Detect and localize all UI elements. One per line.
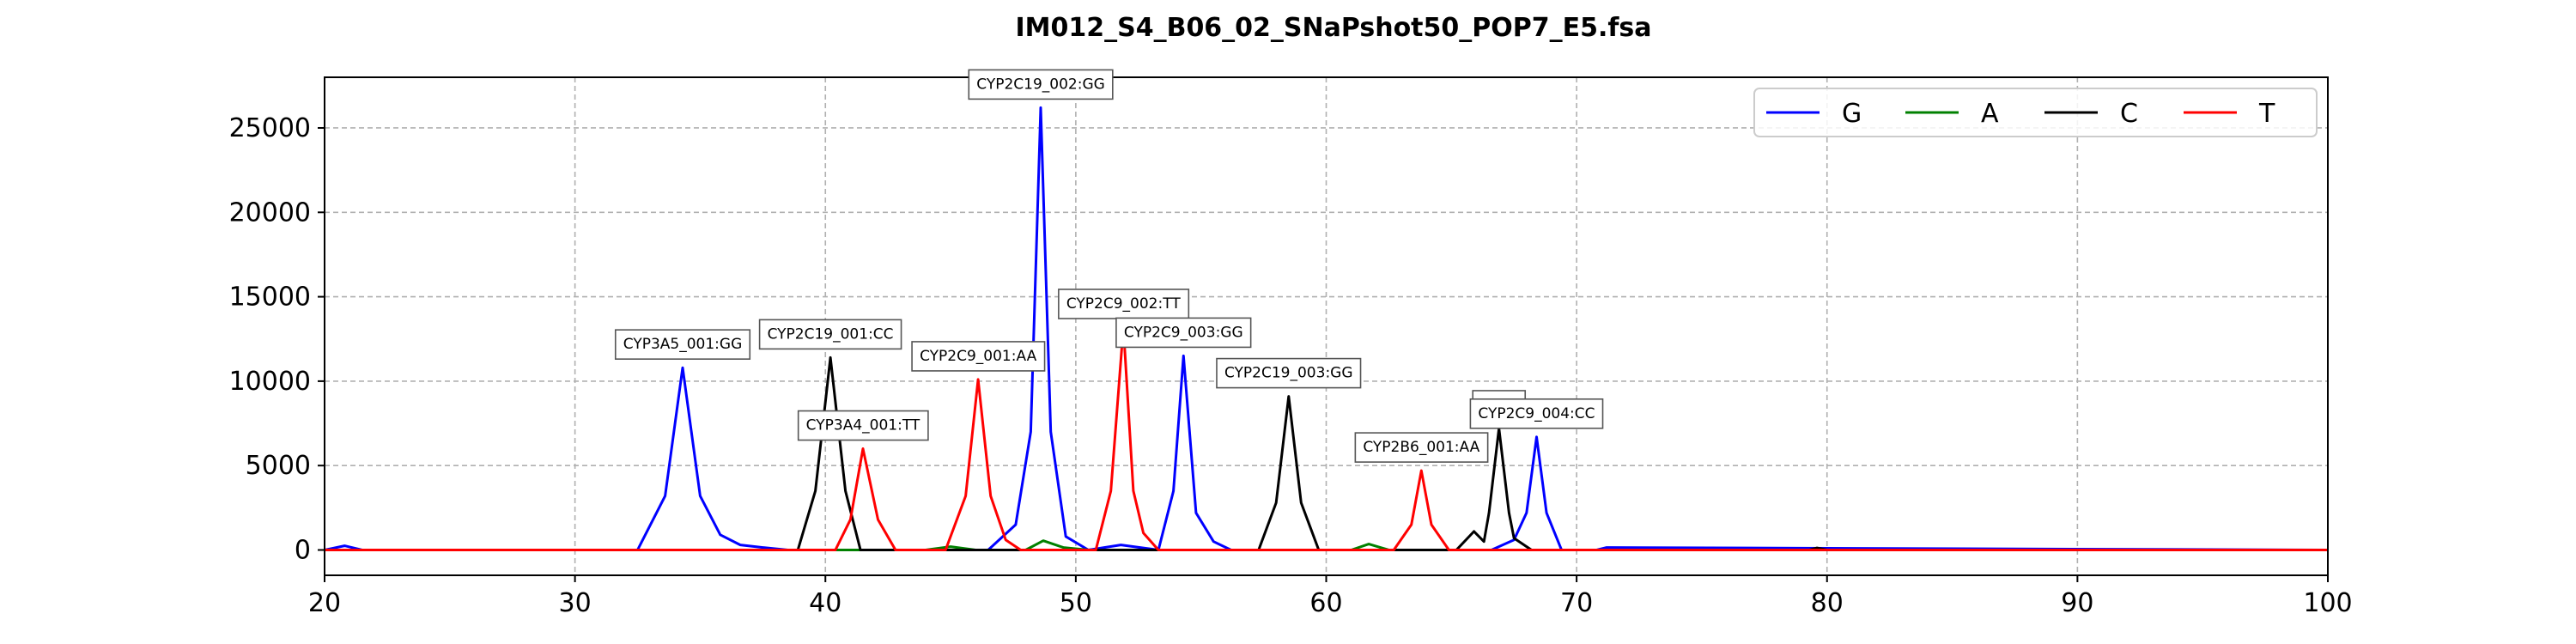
peak-label-text: CYP3A4_001:TT — [806, 417, 920, 434]
peak-label: CYP2C19_003:GG — [1216, 357, 1362, 389]
peak-label-box — [797, 410, 929, 441]
peak-label: CYP2C9_001:AA — [911, 341, 1046, 372]
y-tick-label: 10000 — [229, 367, 311, 397]
x-tick-label: 80 — [1811, 588, 1844, 618]
x-tick-label: 70 — [1560, 588, 1593, 618]
peak-label: CYP3A4_001:TT — [797, 410, 929, 441]
peak-label-box — [758, 319, 902, 350]
peak-label-text: CYP2C19_001:CC — [768, 325, 894, 343]
series-layer — [325, 106, 2328, 551]
peak-label-text: CYP2C9_004:CC — [1478, 405, 1595, 422]
peak-label-text: CYP2C9_001:AA — [920, 348, 1036, 365]
peak-label-box — [1115, 317, 1252, 349]
legend-label-G: G — [1842, 99, 1862, 129]
axis-ticks: 20 30 40 50 60 70 80 90 100 0 5000 10000 15000 20000 2… — [229, 113, 2353, 618]
peak-label: CYP2B6_001:AA — [1354, 432, 1489, 463]
peak-label-text: CYP2C9_003:GG — [1124, 324, 1243, 341]
x-tick-label: 30 — [559, 588, 592, 618]
peak-label-box — [968, 69, 1114, 100]
peak-label-box — [1216, 357, 1362, 389]
series-line-G — [325, 106, 2328, 551]
peak-label-text: CYP2C19_003:GG — [1224, 365, 1353, 382]
x-tick-label: 60 — [1309, 588, 1342, 618]
peak-label-text: CYP2C9_002:TT — [1066, 295, 1181, 313]
x-tick-label: 50 — [1060, 588, 1092, 618]
peak-label-text: CYP3A5_001:GG — [623, 336, 743, 353]
peak-label-box — [1469, 398, 1604, 429]
y-tick-label: 5000 — [246, 451, 311, 481]
x-tick-label: 90 — [2061, 588, 2093, 618]
peak-annotations: CYP3A5_001:GG CYP2C19_001:CC CYP3A4_001:TT… — [614, 69, 1604, 463]
peak-label-box — [911, 341, 1046, 372]
peak-label: CYP2C19_002:GG — [968, 69, 1114, 100]
x-tick-label: 100 — [2303, 588, 2352, 618]
x-tick-label: 40 — [809, 588, 841, 618]
y-tick-label: 20000 — [229, 197, 311, 228]
peak-label: CYP2C19_001:CC — [758, 319, 902, 350]
grid-lines — [324, 77, 2329, 575]
y-tick-label: 25000 — [229, 113, 311, 143]
peak-label-box — [1354, 432, 1489, 463]
peak-label: CYP2C9_002:TT — [1058, 289, 1190, 319]
legend-label-A: A — [1981, 99, 1999, 129]
peak-label: CYP2C9_004:CC — [1469, 398, 1604, 429]
peak-label: CYP2C9_003:GG — [1115, 317, 1252, 349]
legend-box — [1753, 88, 2318, 137]
peak-label-text: CYP2B6_001:AA — [1363, 439, 1479, 456]
x-tick-label: 20 — [308, 588, 341, 618]
chart-title: IM012_S4_B06_02_SNaPshot50_POP7_E5.fsa — [1015, 13, 1651, 43]
peak-label-text: CYP2C19_002:GG — [976, 76, 1105, 93]
legend-label-C: C — [2120, 99, 2138, 129]
y-tick-label: 0 — [295, 536, 311, 566]
series-line-T — [325, 325, 2328, 551]
peak-label: CYP3A5_001:GG — [614, 329, 751, 360]
legend-label-T: T — [2258, 99, 2275, 129]
y-tick-label: 15000 — [229, 283, 311, 313]
peak-label-box — [614, 329, 751, 360]
